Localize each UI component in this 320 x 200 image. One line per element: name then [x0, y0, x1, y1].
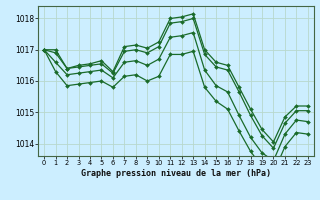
X-axis label: Graphe pression niveau de la mer (hPa): Graphe pression niveau de la mer (hPa): [81, 169, 271, 178]
